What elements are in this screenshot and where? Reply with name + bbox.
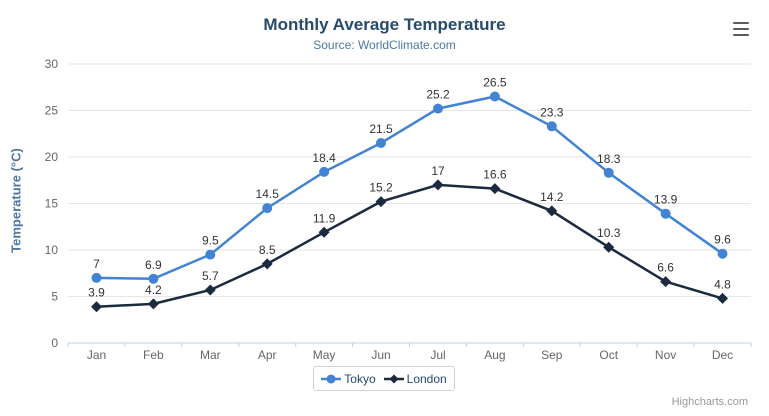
svg-text:Mar: Mar xyxy=(200,348,221,362)
svg-text:9.5: 9.5 xyxy=(202,234,219,248)
svg-text:9.6: 9.6 xyxy=(714,233,731,247)
svg-text:Sep: Sep xyxy=(541,348,563,362)
svg-text:Oct: Oct xyxy=(599,348,618,362)
svg-text:Jun: Jun xyxy=(371,348,390,362)
svg-text:25.2: 25.2 xyxy=(426,88,450,102)
svg-text:21.5: 21.5 xyxy=(369,122,393,136)
svg-text:15.2: 15.2 xyxy=(369,181,393,195)
svg-text:0: 0 xyxy=(51,336,58,350)
svg-text:11.9: 11.9 xyxy=(313,211,336,225)
svg-text:Apr: Apr xyxy=(258,348,277,362)
svg-text:10: 10 xyxy=(45,243,59,257)
svg-text:6.6: 6.6 xyxy=(657,261,674,275)
svg-text:30: 30 xyxy=(45,57,59,71)
svg-text:Dec: Dec xyxy=(712,348,733,362)
svg-text:Jan: Jan xyxy=(87,348,106,362)
svg-text:8.5: 8.5 xyxy=(259,243,276,257)
svg-text:5.7: 5.7 xyxy=(202,269,219,283)
svg-text:Jul: Jul xyxy=(430,348,445,362)
svg-text:Aug: Aug xyxy=(484,348,505,362)
svg-text:10.3: 10.3 xyxy=(597,226,621,240)
svg-text:Nov: Nov xyxy=(655,348,676,362)
svg-text:23.3: 23.3 xyxy=(540,105,564,119)
svg-text:14.5: 14.5 xyxy=(256,187,280,201)
svg-text:18.4: 18.4 xyxy=(312,151,336,165)
svg-text:15: 15 xyxy=(45,197,59,211)
svg-text:7: 7 xyxy=(93,257,100,271)
svg-text:Feb: Feb xyxy=(143,348,164,362)
svg-text:26.5: 26.5 xyxy=(483,76,507,90)
svg-text:4.8: 4.8 xyxy=(714,277,731,291)
svg-text:25: 25 xyxy=(45,104,59,118)
svg-text:14.2: 14.2 xyxy=(540,190,564,204)
svg-text:18.3: 18.3 xyxy=(597,152,621,166)
svg-text:3.9: 3.9 xyxy=(88,286,105,300)
svg-text:13.9: 13.9 xyxy=(654,193,678,207)
svg-text:May: May xyxy=(313,348,336,362)
svg-text:5: 5 xyxy=(51,290,58,304)
svg-text:4.2: 4.2 xyxy=(145,283,162,297)
svg-text:6.9: 6.9 xyxy=(145,258,162,272)
svg-text:17: 17 xyxy=(431,164,445,178)
svg-text:20: 20 xyxy=(45,150,59,164)
svg-text:16.6: 16.6 xyxy=(483,168,507,182)
